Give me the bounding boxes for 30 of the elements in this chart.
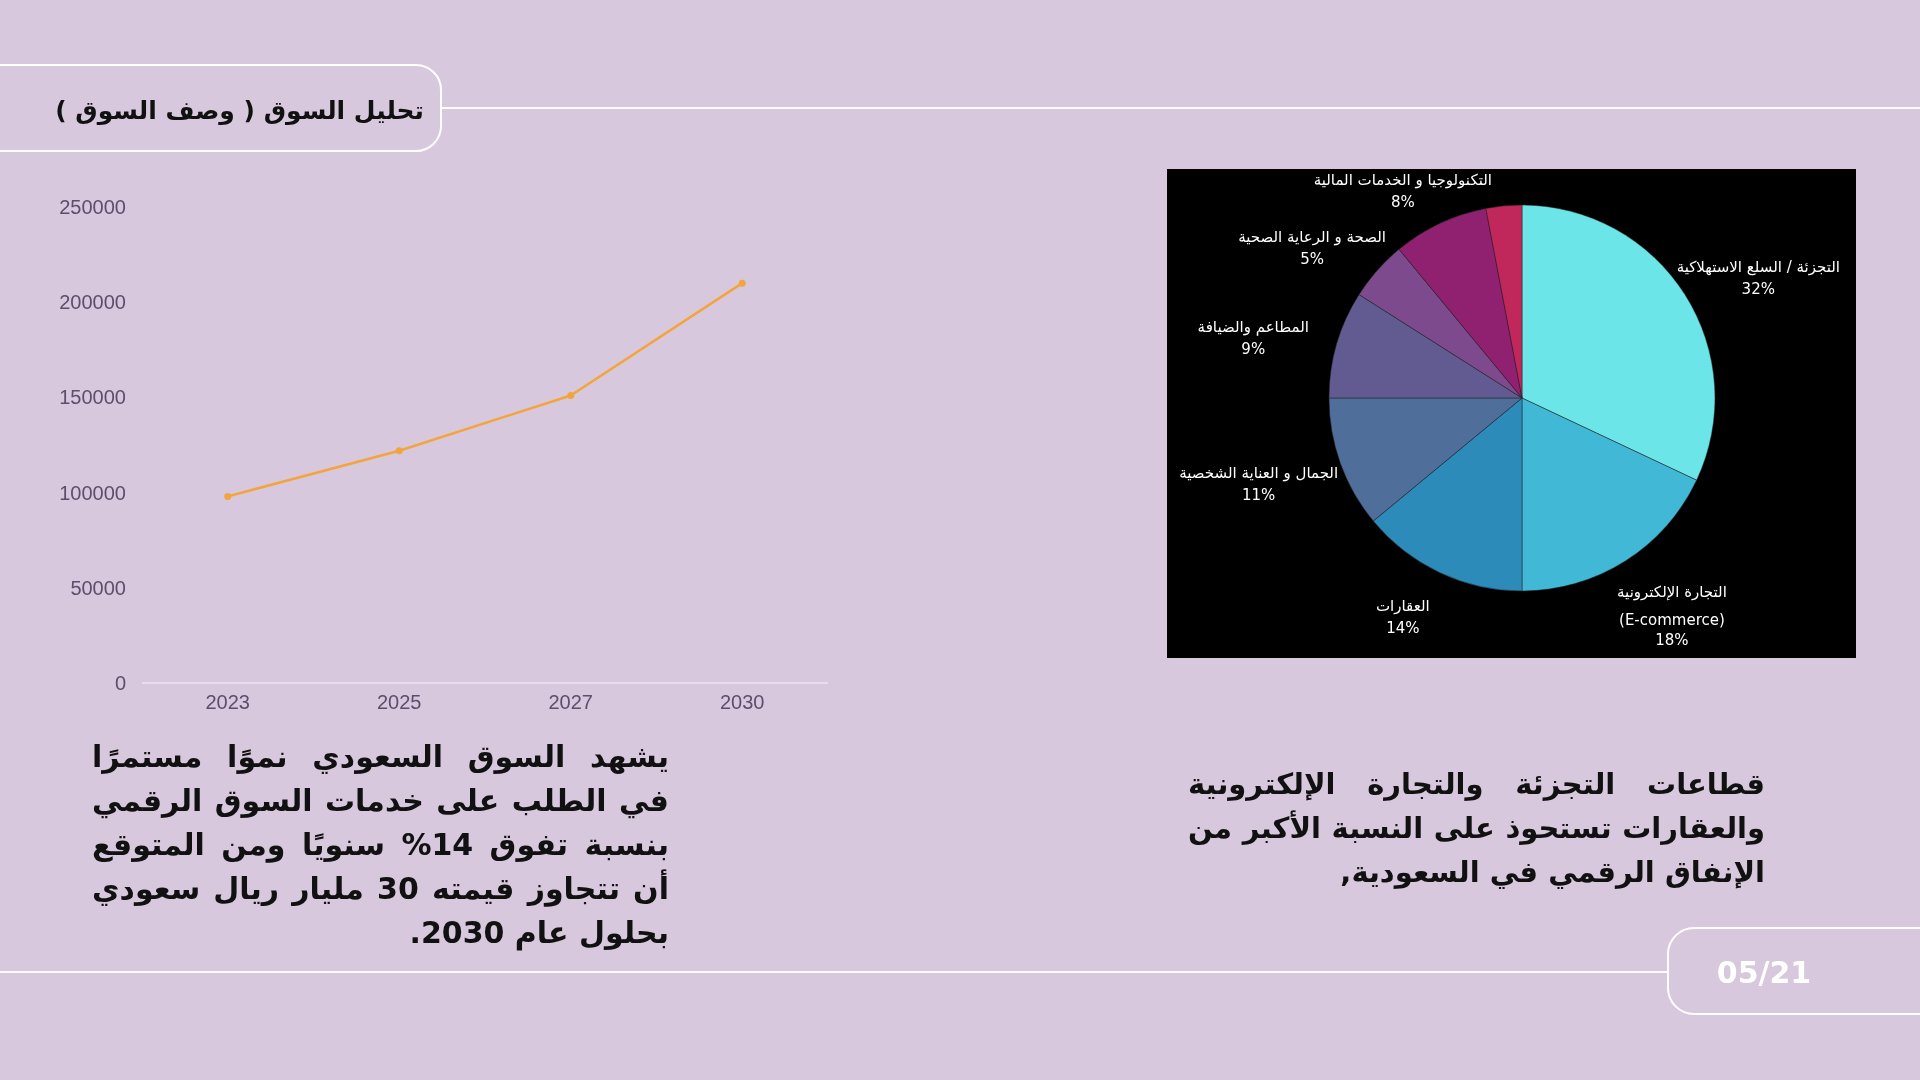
x-tick-label: 2027 — [548, 691, 593, 713]
y-tick-label: 250000 — [59, 196, 126, 218]
text: يشهد السوق السعودي نموًا مستمرًا في الطلب على خدمات السوق الرقمي بنسبة تفوق 14% سنويًا ومن المتوقع أن تتجاوز قيمته 30 مليار ريال سعودي بحلول عام 2030. — [92, 738, 670, 953]
y-tick-label: 0 — [114, 672, 126, 694]
data-label: 9% — [1241, 340, 1266, 359]
y-tick-label: 150000 — [59, 386, 126, 409]
point — [738, 279, 746, 287]
y-tick-label: 50000 — [70, 576, 126, 599]
data-label: 8% — [1390, 192, 1415, 211]
y-tick-label: 200000 — [59, 291, 126, 314]
data-label: 14% — [1386, 619, 1420, 638]
point — [395, 447, 403, 455]
slice-label: الصحة و الرعاية الصحية — [1238, 228, 1386, 247]
y-tick-label: 100000 — [59, 481, 126, 504]
text: قطاعات التجزئة والتجارة الإلكترونية والعقارات تستحوذ على النسبة الأكبر من الإنفاق الرقمي في السعودية, — [1188, 766, 1765, 891]
data-label: 32% — [1741, 279, 1775, 298]
point — [224, 492, 232, 500]
slice-label: التجزئة / السلع الاستهلاكية — [1676, 257, 1840, 276]
chart-title: تحليل السوق ( وصف السوق ) — [55, 96, 424, 126]
data-label: 5% — [1300, 250, 1324, 269]
x-tick-label: 2025 — [377, 691, 422, 713]
x-tick-label: 2023 — [205, 691, 250, 713]
slice-label: الجمال و العناية الشخصية — [1179, 463, 1339, 482]
slice-label: العقارات — [1376, 597, 1430, 616]
point — [567, 392, 575, 399]
x-tick-label: 2030 — [720, 691, 765, 713]
data-label: 18% — [1655, 630, 1689, 649]
data-label: 11% — [1242, 485, 1276, 504]
slice-label: المطاعم والضيافة — [1197, 318, 1309, 337]
slice-label: التكنولوجيا و الخدمات المالية — [1313, 170, 1492, 189]
